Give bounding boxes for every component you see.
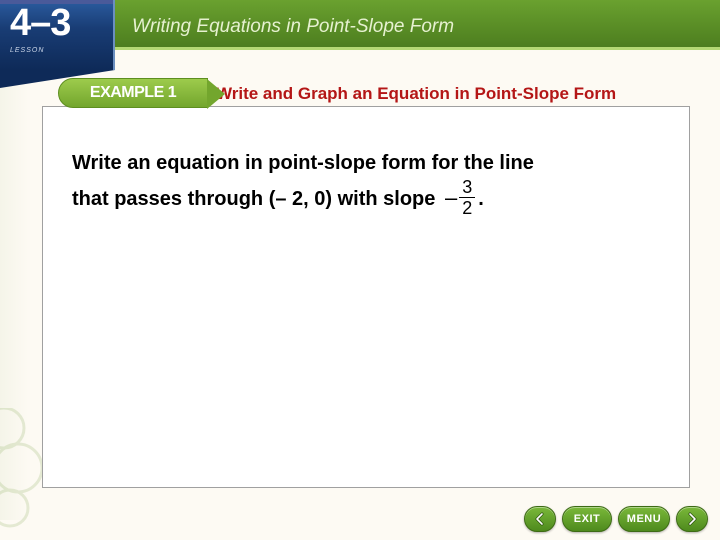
problem-period: . <box>478 188 484 210</box>
lesson-number: 4–3 <box>10 2 70 45</box>
menu-button[interactable]: MENU <box>618 506 670 532</box>
lesson-label: LESSON <box>10 47 44 54</box>
example-title: Write and Graph an Equation in Point-Slo… <box>216 84 616 104</box>
slope-denominator: 2 <box>462 198 472 217</box>
next-button[interactable] <box>676 506 708 532</box>
problem-statement: Write an equation in point-slope form fo… <box>72 146 662 219</box>
corner-decoration <box>0 408 48 528</box>
problem-line1: Write an equation in point-slope form fo… <box>72 152 534 174</box>
chevron-left-icon <box>533 512 547 526</box>
nav-bar: EXIT MENU <box>524 506 708 532</box>
problem-line2-prefix: that passes through (– 2, 0) with slope <box>72 188 435 210</box>
exit-button[interactable]: EXIT <box>562 506 612 532</box>
slope-sign: – <box>445 179 457 216</box>
exit-label: EXIT <box>574 513 600 525</box>
lesson-title: Writing Equations in Point-Slope Form <box>132 16 454 38</box>
lesson-tab: 4–3 LESSON <box>0 0 115 70</box>
slope-fraction: – 3 2 <box>445 178 475 217</box>
menu-label: MENU <box>627 513 661 525</box>
slope-numerator: 3 <box>459 178 475 198</box>
chevron-right-icon <box>685 512 699 526</box>
prev-button[interactable] <box>524 506 556 532</box>
